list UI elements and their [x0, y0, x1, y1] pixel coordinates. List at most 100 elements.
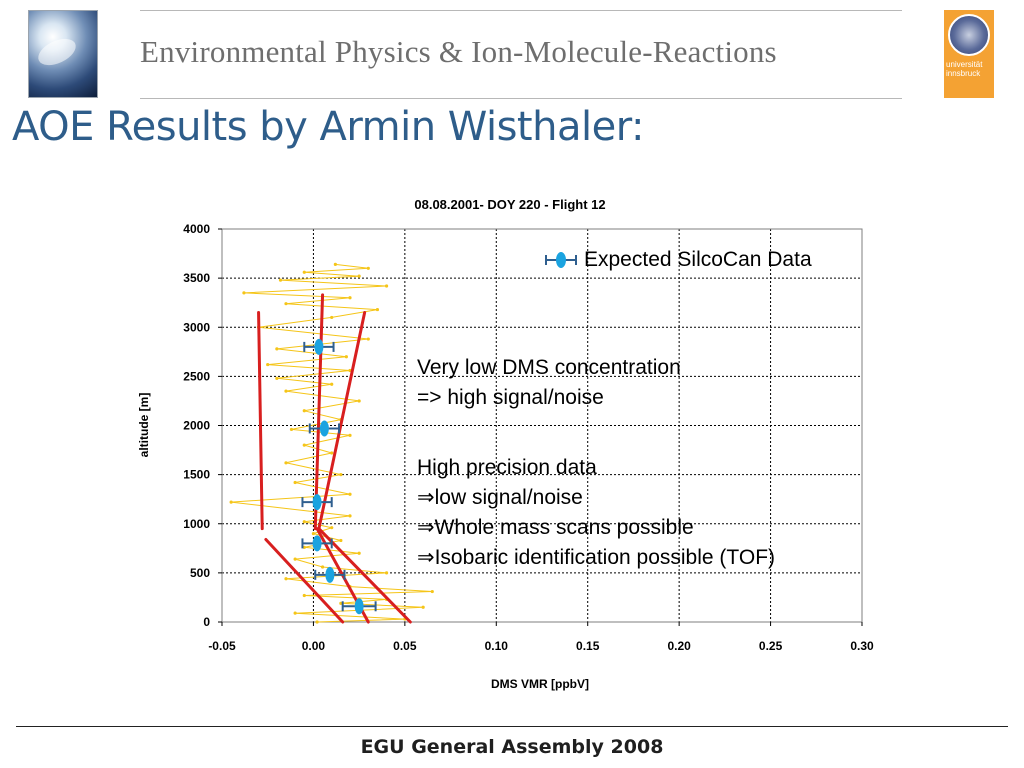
trend-line	[264, 537, 345, 624]
trace-point	[375, 307, 380, 312]
axis-ticks: -0.05 0.00 0.05 0.10 0.15 0.20 0.25 0.30 0 500 100…	[183, 222, 874, 653]
trace-point	[348, 492, 352, 496]
trace-point	[275, 347, 279, 351]
annotation-line-2: => high signal/noise	[417, 386, 604, 409]
x-axis-label: DMS VMR [ppbV]	[491, 677, 589, 691]
legend-label: Expected SilcoCan Data	[584, 248, 812, 271]
annotation-line-5: ⇒Whole mass scans possible	[417, 516, 694, 539]
slide-title: AOE Results by Armin Wisthaler:	[12, 104, 644, 150]
footer-text: EGU General Assembly 2008	[360, 736, 664, 758]
y-tick-label: 4000	[183, 222, 210, 236]
annotation-line-1: Very low DMS concentration	[417, 356, 681, 379]
x-tick-label: -0.05	[208, 639, 236, 653]
trace-point	[293, 611, 297, 615]
annotation-line-4: ⇒low signal/noise	[417, 486, 583, 509]
trend-lines	[257, 293, 412, 624]
x-tick-label: 0.15	[576, 639, 600, 653]
silcocan-marker	[319, 420, 329, 437]
y-tick-label: 2000	[183, 419, 210, 433]
silcocan-markers	[301, 338, 377, 615]
trace-point	[302, 593, 306, 598]
trend-line	[317, 311, 367, 531]
trace-point	[330, 315, 334, 320]
trace-point	[348, 514, 352, 518]
x-tick-label: 0.20	[667, 639, 691, 653]
trace-point	[430, 589, 434, 594]
trace-point	[366, 266, 370, 270]
chart-legend: Expected SilcoCan Data	[544, 248, 812, 272]
x-tick-label: 0.00	[302, 639, 326, 653]
y-tick-label: 3000	[183, 320, 210, 334]
trace-point	[284, 577, 288, 581]
trace-point	[293, 557, 297, 561]
x-tick-label: 0.05	[393, 639, 417, 653]
university-logo-text: universität innsbruck	[946, 60, 983, 78]
trace-point	[330, 382, 334, 386]
trace-point	[293, 480, 297, 485]
x-tick-label: 0.10	[485, 639, 509, 653]
trace-point	[384, 571, 389, 575]
y-tick-label: 2500	[183, 369, 210, 383]
trace-point	[278, 278, 283, 282]
footer-rule	[16, 726, 1008, 727]
earth-logo	[28, 10, 98, 98]
trace-point	[320, 565, 325, 569]
trace-point	[339, 601, 343, 605]
y-axis-label: altitude [m]	[137, 393, 151, 458]
trace-point	[344, 355, 348, 359]
trace-point	[284, 389, 288, 393]
trace-point	[348, 433, 352, 437]
trace-point	[357, 551, 361, 555]
trace-point	[302, 545, 306, 549]
trend-line	[313, 293, 325, 531]
trace-point	[302, 270, 306, 274]
trace-point	[275, 376, 279, 380]
trace-point	[302, 409, 306, 413]
trace-point	[348, 296, 352, 300]
trace-point	[229, 500, 233, 504]
trace-point	[357, 274, 361, 278]
trend-line	[317, 527, 412, 624]
trace-point	[339, 538, 343, 543]
annotation-line-6: ⇒Isobaric identification possible (TOF)	[417, 546, 776, 569]
trace-point	[302, 520, 306, 524]
trace-point	[284, 302, 288, 306]
silcocan-marker	[325, 566, 335, 583]
trace-point	[384, 284, 389, 288]
trace-point	[330, 526, 334, 530]
trace-point	[421, 605, 425, 609]
x-tick-label: 0.30	[850, 639, 874, 653]
trace-point	[339, 473, 343, 477]
y-tick-label: 1000	[183, 517, 210, 531]
x-tick-label: 0.25	[759, 639, 783, 653]
y-tick-label: 1500	[183, 468, 210, 482]
trace-point	[366, 337, 370, 341]
y-tick-label: 3500	[183, 271, 210, 285]
chart-title: 08.08.2001- DOY 220 - Flight 12	[414, 197, 605, 212]
annotation-line-3: High precision data	[417, 456, 597, 479]
y-tick-label: 500	[190, 566, 210, 580]
y-tick-label: 0	[203, 615, 210, 629]
trace-point	[284, 461, 288, 465]
silcocan-marker	[312, 535, 322, 552]
trace-point	[242, 291, 246, 295]
silcocan-marker	[312, 494, 322, 511]
trace-point	[357, 399, 361, 403]
header-rule-top	[140, 10, 902, 11]
silcocan-marker	[354, 598, 364, 615]
silcocan-marker	[314, 338, 324, 355]
trace-point	[311, 531, 316, 536]
header-rule-bottom	[140, 98, 902, 99]
trace-point	[333, 262, 337, 266]
header-title: Environmental Physics & Ion-Molecule-Rea…	[140, 34, 777, 69]
grid-lines	[222, 229, 862, 622]
trace-point	[302, 443, 306, 447]
university-logo: universität innsbruck	[944, 10, 994, 98]
university-seal	[948, 14, 990, 56]
trace-point	[289, 427, 294, 432]
legend-marker-icon	[545, 252, 577, 268]
trend-line	[257, 311, 264, 531]
trace-point	[266, 362, 270, 367]
trace-point	[330, 451, 334, 455]
